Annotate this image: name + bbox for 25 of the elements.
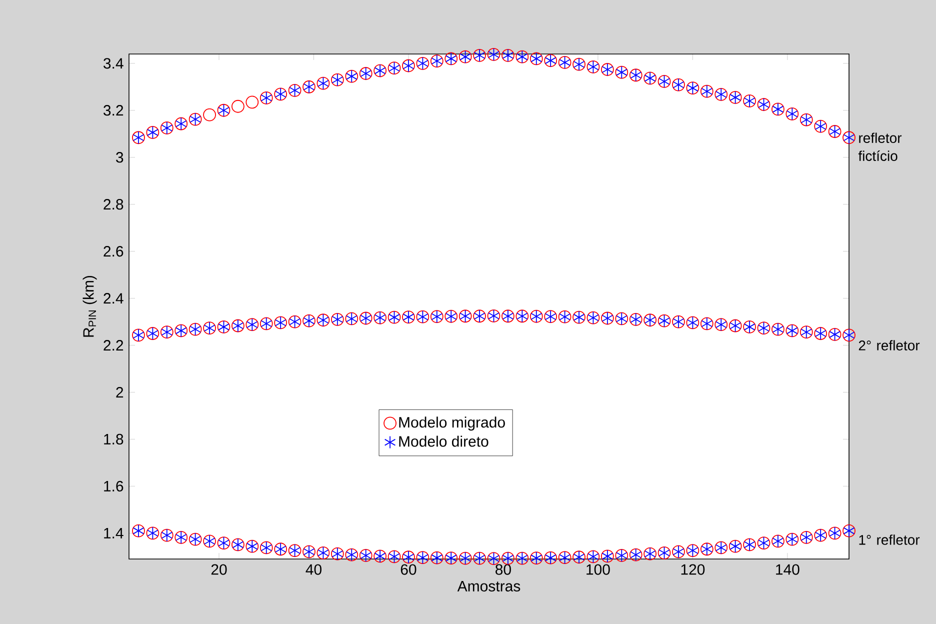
x-tick-label: 100 (586, 564, 610, 575)
x-tick-label: 60 (400, 564, 416, 575)
x-tick-label: 120 (681, 564, 705, 575)
x-tick-label: 80 (496, 564, 511, 575)
text: refletor fictício (858, 132, 902, 161)
y-tick-label: 3.4 (104, 58, 124, 69)
legend-label: Modelo direto (399, 436, 488, 447)
y-tick-label: 2.8 (104, 199, 124, 210)
y-tick-label: 1.4 (104, 528, 124, 538)
y-tick-label: 2.4 (104, 293, 124, 304)
text: 1° refletor (859, 534, 920, 545)
y-tick-label: 2.6 (104, 246, 124, 257)
x-axis-title: Amostras (457, 581, 520, 592)
y-axis-title: R$_{PIN}$ (km) (82, 276, 97, 337)
y-tick-label: 3 (116, 152, 124, 163)
y-tick-label: 1.6 (104, 480, 124, 492)
x-tick-label: 140 (776, 564, 800, 575)
y-tick-label: 2.2 (104, 340, 124, 350)
text: 2° refletor (858, 340, 920, 350)
y-tick-label: 2 (116, 386, 124, 398)
x-tick-label: 40 (306, 564, 322, 575)
y-tick-label: 1.8 (104, 434, 124, 445)
x-tick-label: 20 (211, 564, 227, 575)
legend-label: Modelo migrado (399, 416, 505, 431)
y-tick-label: 3.2 (104, 105, 124, 116)
